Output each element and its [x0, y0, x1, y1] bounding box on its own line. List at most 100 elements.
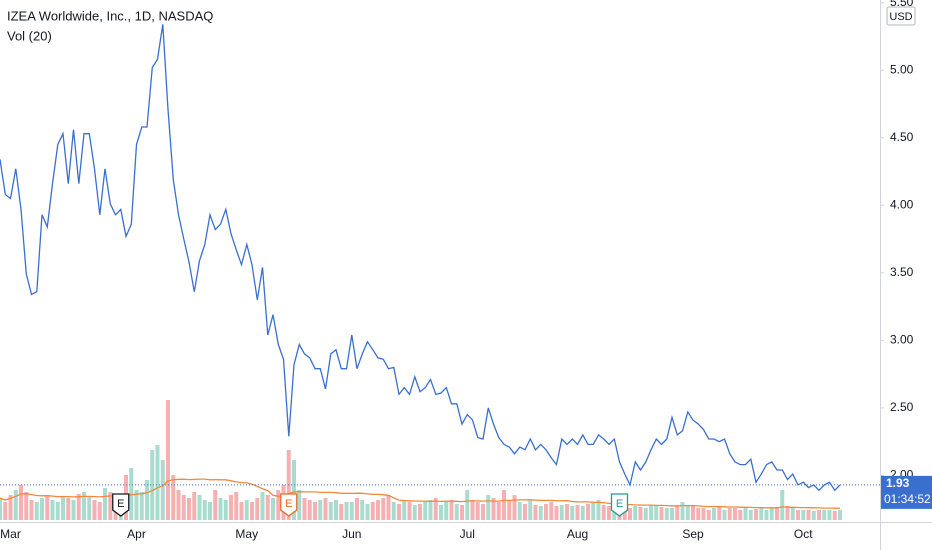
volume-bar [780, 490, 785, 520]
volume-bar [412, 505, 417, 520]
volume-bar [796, 510, 800, 520]
volume-bar [628, 508, 632, 520]
volume-bar [19, 485, 23, 520]
y-tick-label: 3.00 [890, 333, 914, 347]
volume-bar [145, 480, 149, 520]
volume-bar [92, 500, 97, 520]
indicator-label: Vol (20) [7, 28, 52, 43]
volume-bar [307, 500, 312, 520]
volume-bar [775, 507, 779, 520]
volume-bar [297, 490, 302, 520]
volume-bar [397, 504, 401, 520]
volume-bar [649, 505, 653, 520]
x-tick-label: May [235, 527, 258, 541]
volume-bar [50, 500, 55, 520]
volume-bar [712, 508, 716, 520]
volume-bar [481, 504, 485, 520]
volume-bar [433, 498, 438, 520]
volume-bar [171, 475, 176, 520]
volume-bar [586, 504, 590, 520]
volume-bar [717, 506, 722, 520]
volume-bar [790, 508, 795, 520]
volume-bar [827, 510, 832, 520]
currency-box[interactable] [886, 6, 916, 26]
volume-bar [706, 510, 711, 520]
volume-bar [727, 508, 732, 520]
volume-bar [580, 506, 585, 520]
volume-bar [8, 495, 13, 520]
volume-bar [239, 502, 244, 520]
currency: USD [889, 11, 912, 23]
volume-bar [176, 490, 181, 520]
volume-bar [71, 500, 76, 520]
x-tick-label: Mar [0, 527, 21, 541]
volume-bar [502, 490, 506, 520]
earnings-marker [280, 493, 298, 517]
x-tick-label: Jul [460, 527, 475, 541]
volume-bar [538, 506, 543, 520]
volume-bar [370, 502, 375, 520]
volume-bar [601, 505, 606, 520]
volume-bar [475, 502, 480, 520]
volume-bar [244, 500, 249, 520]
volume-bar [302, 498, 307, 520]
volume-bar [575, 505, 580, 520]
volume-bar [402, 500, 407, 520]
volume-bar [260, 492, 265, 520]
volume-bar [496, 502, 501, 520]
volume-bar [591, 502, 596, 520]
volume-bar [3, 502, 8, 520]
volume-bar [491, 498, 496, 520]
countdown: 01:34:52 [884, 492, 931, 506]
volume-bar [391, 502, 396, 520]
volume-bar [596, 500, 601, 520]
volume-bar [439, 505, 443, 520]
volume-bar [785, 506, 790, 520]
volume-bar [554, 506, 559, 520]
volume-bar [806, 510, 811, 520]
volume-bar [444, 502, 449, 520]
volume-bar [743, 508, 748, 520]
x-tick-label: Apr [127, 527, 146, 541]
volume-bar [349, 502, 354, 520]
volume-bar [61, 496, 65, 520]
volume-bar [633, 506, 638, 520]
volume-bar [454, 504, 459, 520]
volume-bar [202, 500, 207, 520]
volume-bar [192, 492, 197, 520]
volume-bar [664, 508, 669, 520]
volume-bar [82, 492, 86, 520]
volume-bar [339, 504, 344, 520]
volume-bar [654, 506, 659, 520]
volume-bar [166, 400, 170, 520]
volume-bar [218, 498, 223, 520]
volume-bar [733, 508, 737, 520]
volume-bar [276, 490, 281, 520]
volume-bar [55, 502, 60, 520]
volume-bar [612, 508, 617, 520]
volume-bar [507, 500, 512, 520]
volume-bar [213, 490, 218, 520]
volume-bar [517, 502, 522, 520]
volume-bar [160, 460, 165, 520]
volume-bar [407, 502, 412, 520]
volume-bar [376, 500, 380, 520]
volume-bar [759, 508, 764, 520]
volume-bar [465, 490, 470, 520]
volume-bar [754, 509, 758, 520]
volume-bar [292, 460, 296, 520]
volume-bar [386, 495, 391, 520]
volume-bar [675, 506, 680, 520]
volume-bar [139, 492, 144, 520]
volume-ma [0, 478, 841, 509]
volume-bar [685, 505, 690, 520]
volume-bar [365, 504, 370, 520]
volume-bar [738, 510, 743, 520]
volume-bar [97, 502, 102, 520]
earnings-label: E [117, 498, 124, 510]
volume-bar [155, 445, 160, 520]
volume-bar [355, 498, 359, 520]
volume-bar [234, 492, 239, 520]
volume-bar [643, 508, 648, 520]
